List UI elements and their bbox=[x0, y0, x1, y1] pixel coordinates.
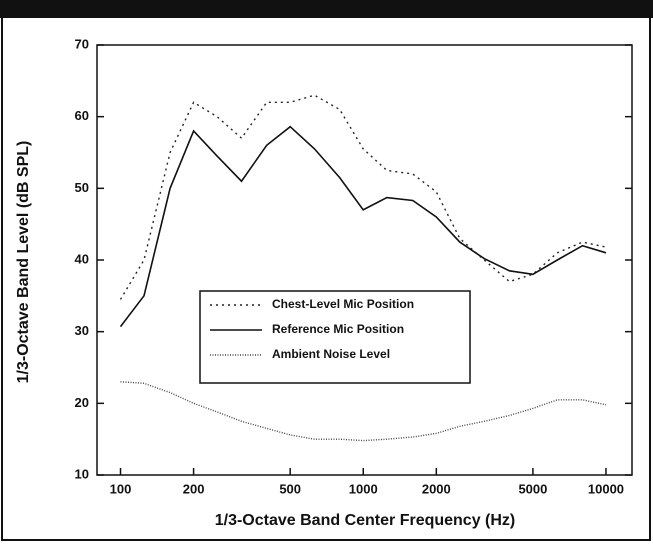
y-axis-label: 1/3-Octave Band Level (dB SPL) bbox=[15, 141, 32, 384]
x-tick-label: 2000 bbox=[422, 481, 451, 496]
y-tick-label: 20 bbox=[75, 395, 89, 410]
y-tick-label: 70 bbox=[75, 36, 89, 51]
y-tick-label: 10 bbox=[75, 466, 89, 481]
x-tick-label: 10000 bbox=[588, 481, 624, 496]
x-tick-label: 5000 bbox=[518, 481, 547, 496]
x-tick-label: 100 bbox=[110, 481, 132, 496]
legend-text: Reference Mic Position bbox=[272, 322, 404, 336]
line-series bbox=[119, 94, 607, 300]
legend-box bbox=[199, 290, 471, 384]
y-tick-label: 40 bbox=[75, 251, 89, 266]
x-axis-label: 1/3-Octave Band Center Frequency (Hz) bbox=[215, 512, 516, 529]
plot-frame bbox=[96, 44, 633, 476]
y-tick-label: 30 bbox=[75, 323, 89, 338]
x-tick-label: 500 bbox=[279, 481, 301, 496]
top-band bbox=[0, 0, 653, 18]
y-tick-label: 60 bbox=[75, 108, 89, 123]
line-series bbox=[120, 381, 607, 442]
x-tick-label: 1000 bbox=[349, 481, 378, 496]
x-tick-label: 200 bbox=[183, 481, 205, 496]
legend-text: Chest-Level Mic Position bbox=[272, 297, 414, 311]
legend-text: Ambient Noise Level bbox=[272, 347, 390, 361]
line-series bbox=[119, 125, 607, 328]
y-tick-label: 50 bbox=[75, 180, 89, 195]
